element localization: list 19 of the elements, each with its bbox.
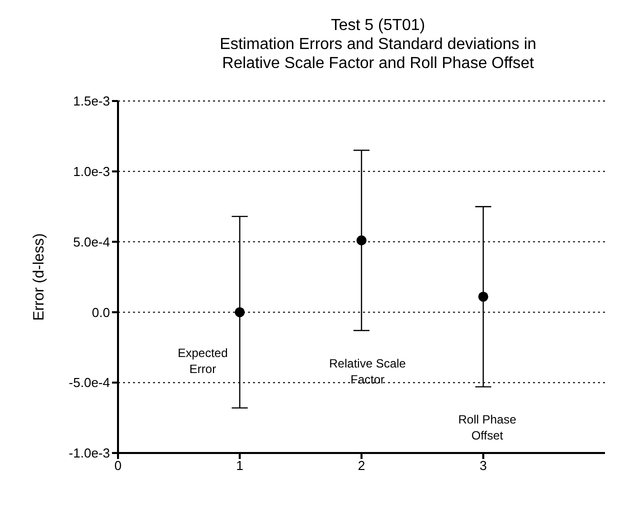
y-tick-label: 5.0e-4 — [73, 234, 110, 250]
x-tick-label: 0 — [114, 458, 122, 474]
x-tick-label: 2 — [358, 458, 366, 474]
y-tick-label: -1.0e-3 — [68, 446, 110, 461]
x-tick-label: 3 — [480, 458, 487, 474]
annotation: Relative Scale Factor — [329, 356, 406, 386]
point — [234, 307, 245, 318]
x-tick-label: 1 — [236, 458, 244, 474]
point — [478, 292, 488, 302]
point — [356, 235, 366, 246]
y-tick-label: 0.0 — [92, 304, 110, 320]
y-axis-title: Error (d-less) — [30, 233, 48, 321]
annotation: Expected Error — [178, 346, 228, 376]
y-tick-label: 1.5e-3 — [73, 94, 110, 109]
y-tick-label: 1.0e-3 — [73, 164, 110, 180]
annotation: Roll Phase Offset — [458, 412, 517, 443]
y-tick-label: -5.0e-4 — [68, 375, 110, 390]
chart-subtitle: Estimation Errors and Standard deviations in Relative Scale Factor and Roll Phase Offset — [218, 35, 538, 73]
chart-title: Test 5 (5T01) — [330, 16, 426, 35]
